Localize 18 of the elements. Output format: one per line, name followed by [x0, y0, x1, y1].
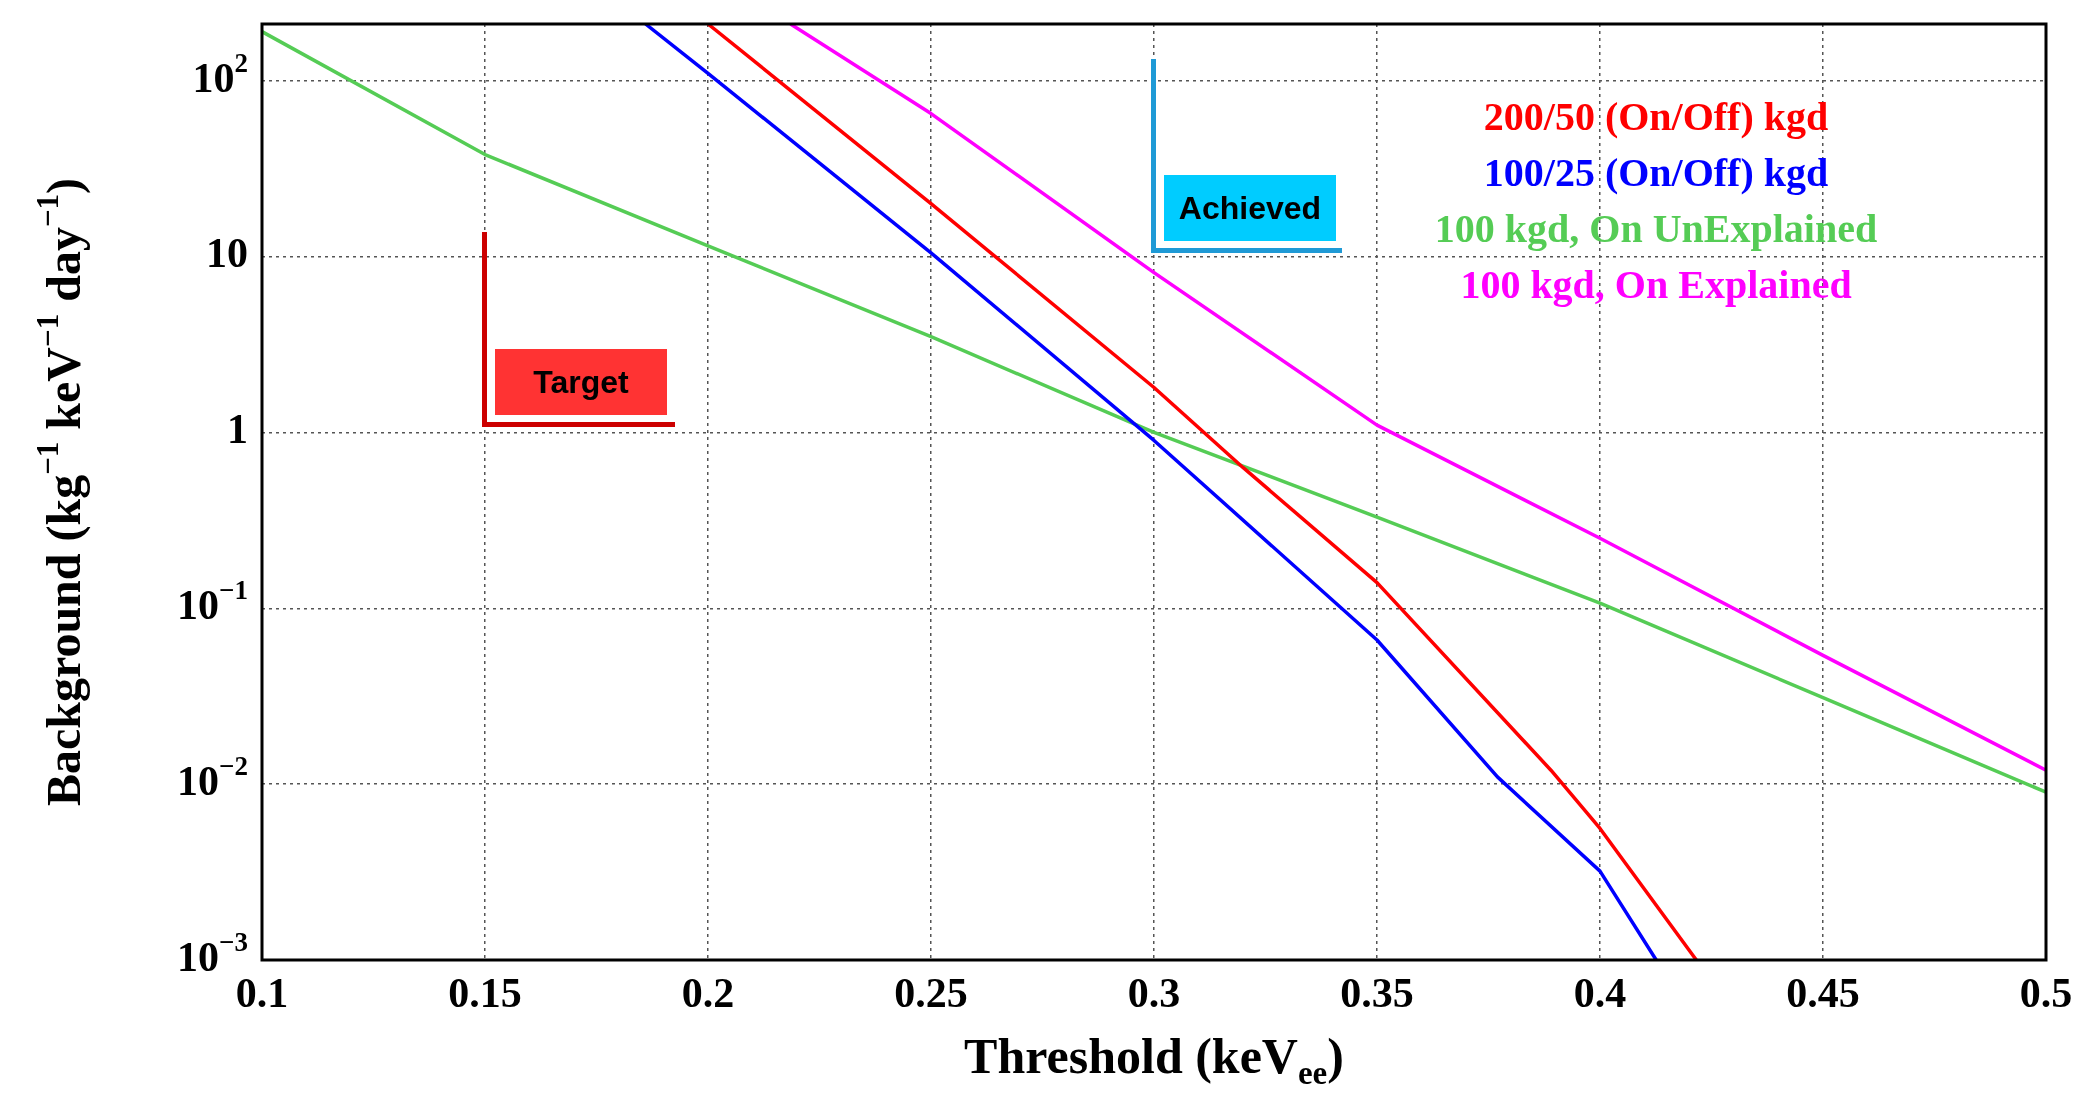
- x-tick-label: 0.35: [1340, 969, 1414, 1016]
- x-tick-label: 0.1: [235, 969, 289, 1016]
- y-tick-label: 1: [227, 406, 248, 453]
- y-tick-label: 10: [206, 230, 248, 277]
- y-axis-title: Background (kg−1 keV−1 day−1): [29, 177, 92, 807]
- x-tick-label: 0.3: [1127, 969, 1181, 1016]
- text: 100/25 (On/Off) kgd: [1483, 150, 1829, 196]
- x-tick-label: 0.45: [1786, 969, 1860, 1016]
- x-tick-label: 0.25: [894, 969, 968, 1016]
- text: 200/50 (On/Off) kgd: [1483, 94, 1829, 140]
- x-tick-label: 0.15: [448, 969, 522, 1016]
- annotation: Achieved: [1164, 175, 1336, 242]
- x-tick-label: 0.4: [1573, 969, 1627, 1016]
- text: 100 kgd, On Explained: [1460, 262, 1852, 308]
- x-tick-label: 0.2: [681, 969, 735, 1016]
- x-tick-label: 0.5: [2019, 969, 2073, 1016]
- text: 100 kgd, On UnExplained: [1434, 206, 1878, 252]
- annotation: Target: [495, 349, 667, 416]
